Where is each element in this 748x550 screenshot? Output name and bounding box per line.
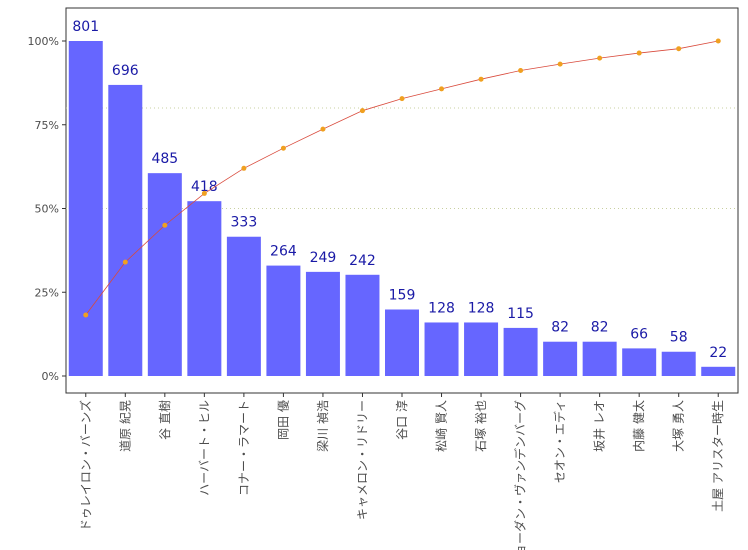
y-tick-label: 0% [42,370,59,383]
bar-value-label: 264 [270,244,297,260]
x-tick-label: 坂井 レオ [593,400,607,452]
y-axis: 0% 25% 50% 75% 100% [28,35,66,383]
y-tick-label: 50% [35,203,59,216]
cumulative-point [557,61,563,67]
x-tick-label: ドゥレイロン・バーンズ [78,400,93,531]
bar [385,309,419,376]
x-tick-label: 石塚 裕也 [473,400,488,452]
bar [68,41,103,376]
cumulative-point [715,38,721,44]
x-tick-label: 土屋 アリスター時生 [711,400,725,512]
cumulative-point [518,67,524,73]
bar [661,351,696,376]
cumulative-point [122,259,128,265]
y-tick-label: 75% [35,119,59,132]
cumulative-point [439,86,445,92]
bar-value-label: 58 [670,330,688,346]
x-tick-label: キャメロン・リドリー [355,400,369,520]
cumulative-point [478,76,484,82]
x-tick-label: コナー・ラマート [237,400,251,496]
x-tick-label: 道原 紀晃 [118,400,132,452]
x-tick-label: 内藤 健太 [631,400,646,452]
cumulative-point [636,50,642,56]
bar-value-label: 82 [591,320,609,336]
bar-value-label: 418 [191,179,218,195]
cumulative-point [320,126,326,132]
bar [108,84,143,377]
bar-value-label: 333 [231,215,258,231]
bar [582,341,617,376]
bar [464,322,499,376]
bar-value-label: 696 [112,63,139,79]
cumulative-point [597,55,603,61]
bar-value-label: 485 [151,151,178,167]
bar [147,173,182,376]
bar-value-label: 159 [389,288,416,304]
bar [503,327,538,376]
bar-value-label: 128 [428,300,455,316]
bars [68,41,736,377]
bar-value-label: 242 [349,253,376,269]
bar-value-label: 22 [709,345,727,361]
bar [424,322,459,376]
bar-value-label: 115 [507,306,534,322]
x-tick-label: 大塚 勇人 [672,400,686,452]
cumulative-points [83,38,721,318]
y-tick-label: 100% [28,35,59,48]
x-tick-label: ジョーダン・ヴァンデンバーグ [513,400,528,550]
bar-value-label: 801 [72,19,99,35]
bar [345,274,380,376]
bar [266,265,301,376]
bar [543,341,578,376]
x-tick-label: ハーバート・ヒル [197,400,211,496]
cumulative-point [399,96,405,102]
cumulative-point [162,222,168,228]
bar-value-label: 249 [310,250,337,266]
cumulative-point [241,165,247,171]
bar [622,348,657,376]
bar-value-label: 82 [551,320,569,336]
bar-labels: 801 696 485 418 333 264 249 242 159 128 128 115 82 82… [72,19,727,361]
bar [701,366,736,376]
x-tick-label: セオン・エディ [552,400,567,483]
cumulative-point [201,190,207,196]
cumulative-point [83,312,89,318]
cumulative-point [280,145,286,151]
x-tick-label: 松崎 賢人 [435,400,449,452]
bar-value-label: 128 [468,300,495,316]
cumulative-point [359,108,365,114]
x-tick-label: 谷 直樹 [158,400,172,440]
bar [187,201,222,376]
cumulative-point [676,46,682,52]
x-tick-label: 谷口 淳 [394,400,409,440]
x-tick-label: 岡田 優 [276,400,290,440]
bar [305,271,340,376]
bar [226,236,261,376]
x-axis: ドゥレイロン・バーンズ 道原 紀晃 谷 直樹 ハーバート・ヒル コナー・ラマート 岡田 優… [78,393,725,550]
y-tick-label: 25% [35,286,59,299]
x-tick-label: 梁川 禎浩 [315,400,330,452]
bar-value-label: 66 [630,326,648,342]
